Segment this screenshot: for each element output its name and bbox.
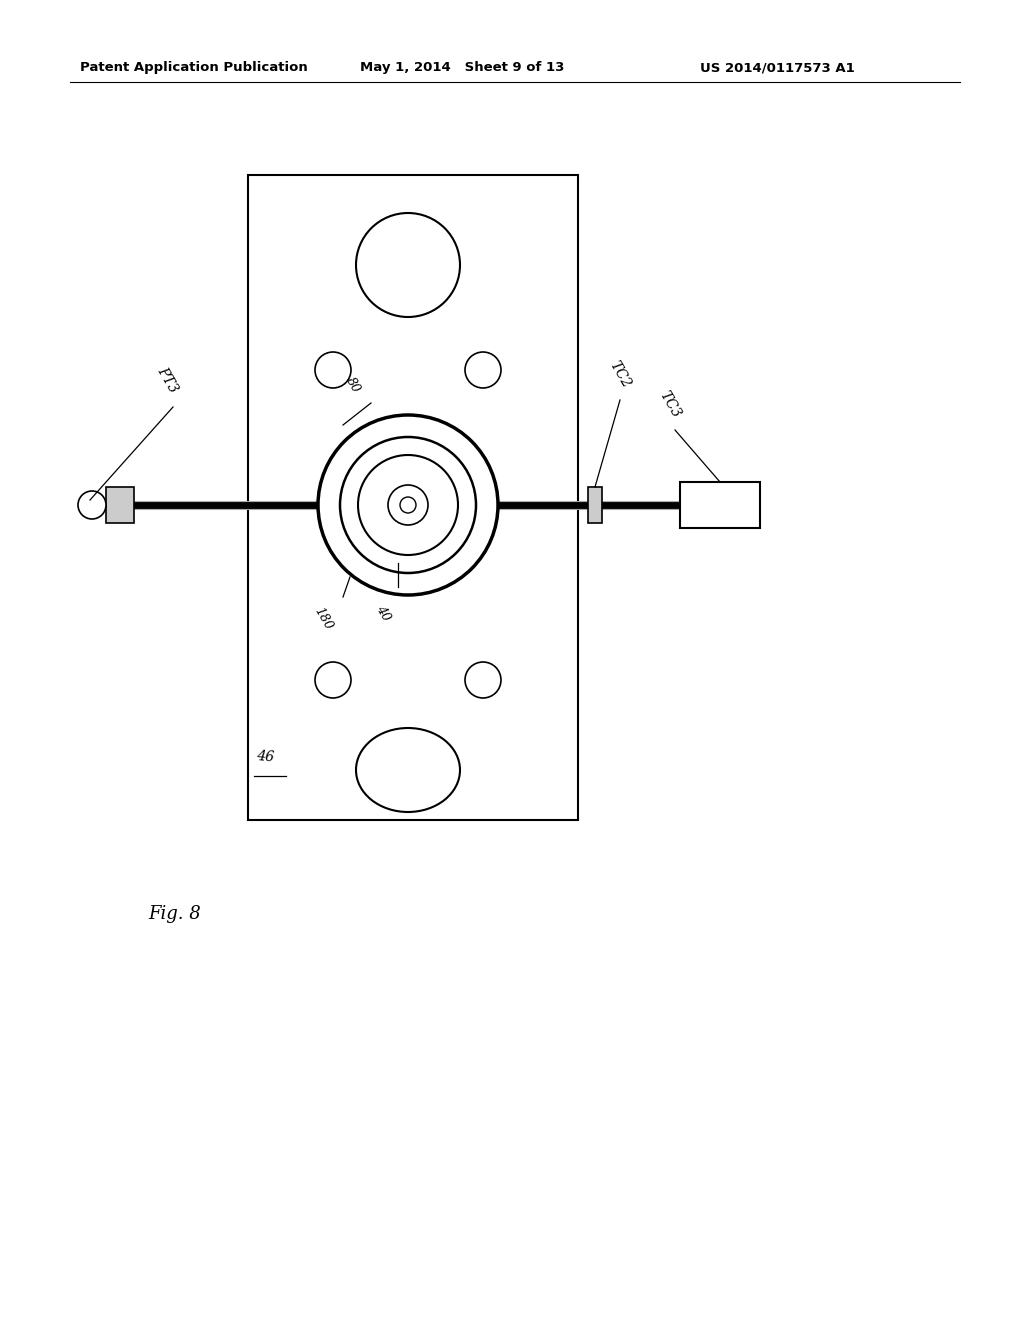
Bar [588, 487, 602, 523]
Circle shape [318, 414, 498, 595]
Bar [680, 482, 760, 528]
Text: 180: 180 [311, 605, 335, 632]
Text: Patent Application Publication: Patent Application Publication [80, 62, 308, 74]
Circle shape [388, 484, 428, 525]
Circle shape [358, 455, 458, 554]
Circle shape [315, 663, 351, 698]
Text: TC3: TC3 [656, 388, 683, 420]
Text: 46: 46 [256, 750, 274, 766]
Text: 80: 80 [343, 375, 362, 395]
Text: Fig. 8: Fig. 8 [148, 906, 201, 923]
Bar [248, 176, 578, 820]
Circle shape [356, 213, 460, 317]
Circle shape [400, 498, 416, 513]
Text: US 2014/0117573 A1: US 2014/0117573 A1 [700, 62, 855, 74]
Text: TC2: TC2 [607, 358, 633, 389]
Circle shape [465, 352, 501, 388]
Circle shape [340, 437, 476, 573]
Text: 40: 40 [374, 603, 392, 623]
Circle shape [78, 491, 106, 519]
Bar [106, 487, 134, 523]
Circle shape [465, 663, 501, 698]
Circle shape [315, 352, 351, 388]
Text: PT3: PT3 [155, 364, 181, 395]
Ellipse shape [356, 729, 460, 812]
Text: May 1, 2014   Sheet 9 of 13: May 1, 2014 Sheet 9 of 13 [360, 62, 564, 74]
